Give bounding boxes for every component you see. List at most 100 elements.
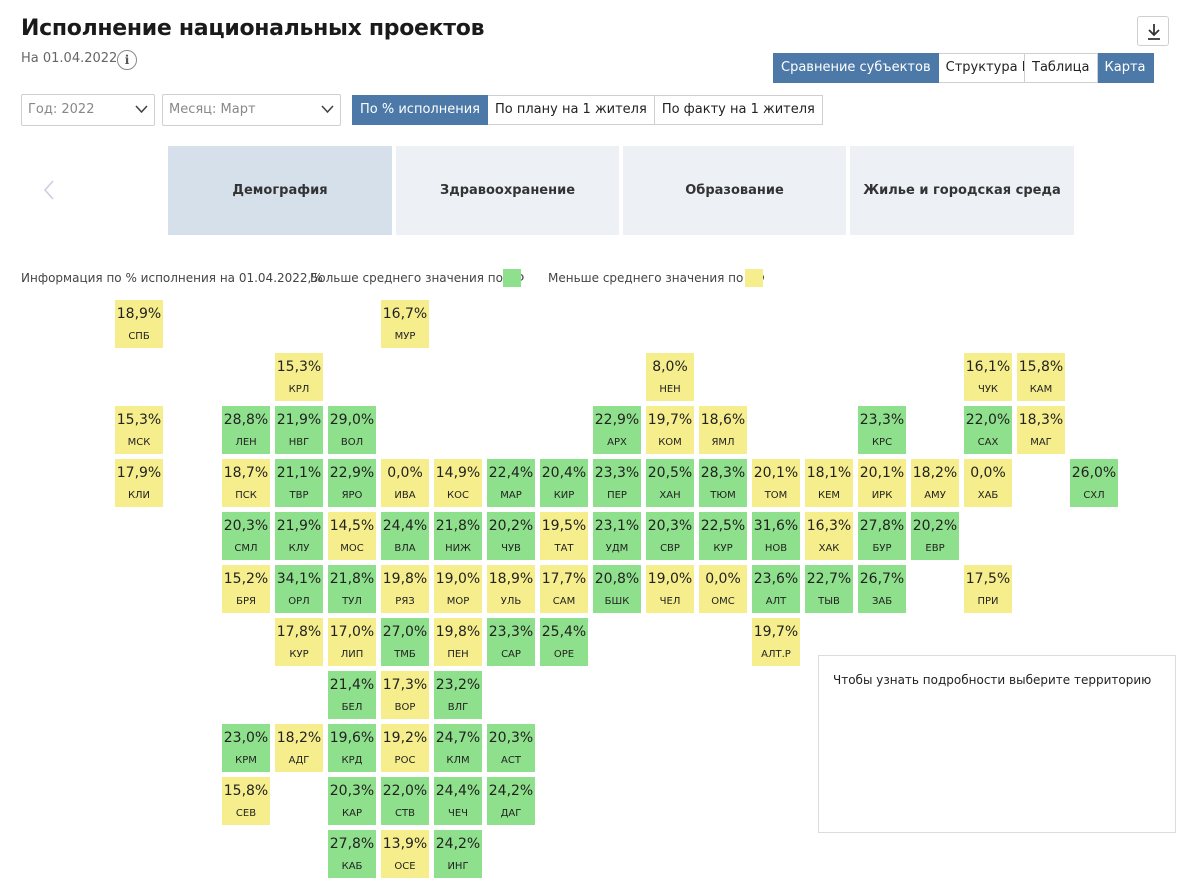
region-tile[interactable]: 22,7% ТЫВ — [805, 565, 853, 613]
region-tile[interactable]: 15,3% КРЛ — [275, 353, 323, 401]
region-tile[interactable]: 19,6% КРД — [328, 724, 376, 772]
region-tile[interactable]: 19,8% РЯЗ — [381, 565, 429, 613]
region-tile[interactable]: 16,7% МУР — [381, 300, 429, 348]
region-tile[interactable]: 18,9% СПБ — [115, 300, 163, 348]
region-tile[interactable]: 19,7% КОМ — [646, 406, 694, 454]
region-tile[interactable]: 28,8% ЛЕН — [222, 406, 270, 454]
by-fact-button[interactable]: По факту на 1 жителя — [654, 95, 823, 125]
by-percent-button[interactable]: По % исполнения — [352, 95, 488, 125]
region-tile[interactable]: 19,0% ЧЕЛ — [646, 565, 694, 613]
region-tile[interactable]: 15,2% БРЯ — [222, 565, 270, 613]
region-tile[interactable]: 18,2% АМУ — [911, 459, 959, 507]
region-tile[interactable]: 14,5% МОС — [328, 512, 376, 560]
region-tile[interactable]: 19,5% ТАТ — [540, 512, 588, 560]
region-tile[interactable]: 17,0% ЛИП — [328, 618, 376, 666]
region-tile[interactable]: 0,0% ХАБ — [964, 459, 1012, 507]
by-plan-button[interactable]: По плану на 1 жителя — [487, 95, 655, 125]
region-tile[interactable]: 19,0% МОР — [434, 565, 482, 613]
region-tile[interactable]: 15,8% КАМ — [1017, 353, 1065, 401]
region-tile[interactable]: 18,7% ПСК — [222, 459, 270, 507]
region-tile[interactable]: 21,8% НИЖ — [434, 512, 482, 560]
region-tile[interactable]: 21,1% ТВР — [275, 459, 323, 507]
region-tile[interactable]: 22,9% ЯРО — [328, 459, 376, 507]
month-select[interactable]: Месяц: Март — [162, 94, 341, 126]
region-tile[interactable]: 0,0% ИВА — [381, 459, 429, 507]
region-tile[interactable]: 34,1% ОРЛ — [275, 565, 323, 613]
region-tile[interactable]: 28,3% ТЮМ — [699, 459, 747, 507]
region-tile[interactable]: 20,8% БШК — [593, 565, 641, 613]
region-tile[interactable]: 21,9% КЛУ — [275, 512, 323, 560]
region-tile[interactable]: 16,1% ЧУК — [964, 353, 1012, 401]
region-tile[interactable]: 26,0% СХЛ — [1070, 459, 1118, 507]
region-tile[interactable]: 22,0% СТВ — [381, 777, 429, 825]
table-view-button[interactable]: Таблица — [1024, 53, 1098, 83]
region-tile[interactable]: 20,3% СВР — [646, 512, 694, 560]
region-tile[interactable]: 19,7% АЛТ.Р — [752, 618, 800, 666]
region-tile[interactable]: 18,9% УЛЬ — [487, 565, 535, 613]
region-tile[interactable]: 26,7% ЗАБ — [858, 565, 906, 613]
region-tile[interactable]: 20,2% ЧУВ — [487, 512, 535, 560]
region-tile[interactable]: 22,9% АРХ — [593, 406, 641, 454]
region-tile[interactable]: 23,3% САР — [487, 618, 535, 666]
region-tile[interactable]: 27,0% ТМБ — [381, 618, 429, 666]
download-button[interactable] — [1137, 16, 1169, 46]
region-tile[interactable]: 20,5% ХАН — [646, 459, 694, 507]
region-tile[interactable]: 23,6% АЛТ — [752, 565, 800, 613]
region-tile[interactable]: 24,7% КЛМ — [434, 724, 482, 772]
region-tile[interactable]: 18,2% АДГ — [275, 724, 323, 772]
region-tile[interactable]: 22,5% КУР — [699, 512, 747, 560]
region-tile[interactable]: 18,1% КЕМ — [805, 459, 853, 507]
region-tile[interactable]: 23,3% КРС — [858, 406, 906, 454]
info-icon[interactable]: i — [117, 50, 137, 70]
tab-demography[interactable]: Демография — [168, 146, 392, 235]
region-tile[interactable]: 27,8% БУР — [858, 512, 906, 560]
region-tile[interactable]: 22,4% МАР — [487, 459, 535, 507]
region-tile[interactable]: 19,8% ПЕН — [434, 618, 482, 666]
region-tile[interactable]: 23,0% КРМ — [222, 724, 270, 772]
region-tile[interactable]: 18,3% МАГ — [1017, 406, 1065, 454]
region-tile[interactable]: 20,3% СМЛ — [222, 512, 270, 560]
region-tile[interactable]: 17,5% ПРИ — [964, 565, 1012, 613]
region-tile[interactable]: 24,4% ЧЕЧ — [434, 777, 482, 825]
region-tile[interactable]: 24,4% ВЛА — [381, 512, 429, 560]
region-tile[interactable]: 21,8% ТУЛ — [328, 565, 376, 613]
region-tile[interactable]: 22,0% САХ — [964, 406, 1012, 454]
region-tile[interactable]: 13,9% ОСЕ — [381, 830, 429, 878]
region-tile[interactable]: 29,0% ВОЛ — [328, 406, 376, 454]
region-tile[interactable]: 23,2% ВЛГ — [434, 671, 482, 719]
region-tile[interactable]: 14,9% КОС — [434, 459, 482, 507]
region-tile[interactable]: 20,1% ТОМ — [752, 459, 800, 507]
year-select[interactable]: Год: 2022 — [21, 94, 155, 126]
region-tile[interactable]: 20,3% КАР — [328, 777, 376, 825]
tab-healthcare[interactable]: Здравоохранение — [396, 146, 619, 235]
tab-education[interactable]: Образование — [623, 146, 846, 235]
map-view-button[interactable]: Карта — [1097, 53, 1154, 83]
tab-housing[interactable]: Жилье и городская среда — [850, 146, 1074, 235]
region-tile[interactable]: 24,2% ИНГ — [434, 830, 482, 878]
region-tile[interactable]: 15,8% СЕВ — [222, 777, 270, 825]
region-tile[interactable]: 20,2% ЕВР — [911, 512, 959, 560]
region-tile[interactable]: 16,3% ХАК — [805, 512, 853, 560]
region-tile[interactable]: 20,3% АСТ — [487, 724, 535, 772]
region-tile[interactable]: 20,1% ИРК — [858, 459, 906, 507]
region-tile[interactable]: 19,2% РОС — [381, 724, 429, 772]
region-tile[interactable]: 23,1% УДМ — [593, 512, 641, 560]
region-tile[interactable]: 17,3% ВОР — [381, 671, 429, 719]
region-tile[interactable]: 17,8% КУР — [275, 618, 323, 666]
region-tile[interactable]: 21,9% НВГ — [275, 406, 323, 454]
region-tile[interactable]: 0,0% ОМС — [699, 565, 747, 613]
region-tile[interactable]: 8,0% НЕН — [646, 353, 694, 401]
region-tile[interactable]: 23,3% ПЕР — [593, 459, 641, 507]
region-tile[interactable]: 27,8% КАБ — [328, 830, 376, 878]
region-tile[interactable]: 21,4% БЕЛ — [328, 671, 376, 719]
region-tile[interactable]: 24,2% ДАГ — [487, 777, 535, 825]
chevron-left-icon[interactable] — [38, 178, 62, 202]
region-tile[interactable]: 17,9% КЛИ — [115, 459, 163, 507]
region-tile[interactable]: 17,7% САМ — [540, 565, 588, 613]
region-tile[interactable]: 18,6% ЯМЛ — [699, 406, 747, 454]
region-tile[interactable]: 20,4% КИР — [540, 459, 588, 507]
region-tile[interactable]: 25,4% ОРЕ — [540, 618, 588, 666]
compare-regions-button[interactable]: Сравнение субъектов — [773, 53, 939, 83]
region-tile[interactable]: 31,6% НОВ — [752, 512, 800, 560]
region-tile[interactable]: 15,3% МСК — [115, 406, 163, 454]
